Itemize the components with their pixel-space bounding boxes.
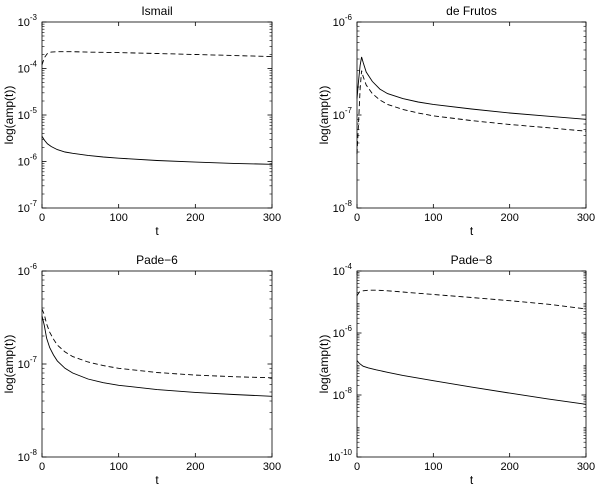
x-tick-label: 0 (354, 212, 360, 224)
x-tick-label: 200 (186, 461, 204, 473)
subplot-2: de Frutos 0 100 200 300 10-8 10-7 10-6 t log(amp(… (317, 4, 595, 238)
x-axis-label: t (470, 473, 474, 484)
y-tick-label: 10-8 (333, 386, 353, 402)
y-tick-label: 10-7 (18, 355, 38, 371)
y-tick-label: 10-8 (333, 199, 353, 215)
series-dashed-line (356, 70, 587, 155)
series-solid-line (356, 56, 587, 120)
x-tick-label: 300 (263, 461, 281, 473)
y-tick-label: 10-3 (18, 13, 38, 29)
series-dashed-line (41, 51, 273, 65)
x-tick-label: 100 (424, 461, 442, 473)
y-tick-label: 10-5 (18, 106, 38, 122)
series-solid-line (356, 360, 587, 405)
subplot-1: Ismail 0 100 200 300 10-7 10-6 10-5 10-4 10-3 t log… (2, 4, 281, 238)
x-axis-label: t (155, 224, 159, 238)
x-tick-label: 300 (263, 212, 281, 224)
y-tick-label: 10-6 (333, 324, 353, 340)
y-axis-label: log(amp(t)) (2, 335, 16, 394)
y-tick-label: 10-8 (18, 448, 38, 464)
series-dashed-line (356, 289, 587, 310)
y-tick-label: 10-7 (333, 106, 353, 122)
plot-frame (356, 21, 587, 209)
y-axis-label: log(amp(t)) (317, 335, 331, 394)
series-dashed-line (41, 308, 273, 379)
subplot-4: Pade−8 0 100 200 300 10-10 10-8 10-6 10-4 t log(am… (317, 253, 595, 484)
plot-title: Pade−8 (451, 253, 493, 267)
x-tick-label: 200 (500, 212, 518, 224)
x-tick-label: 300 (577, 212, 595, 224)
x-tick-label: 100 (109, 212, 127, 224)
y-tick-label: 10-6 (333, 13, 353, 29)
x-tick-label: 0 (354, 461, 360, 473)
subplot-3: Pade−6 0 100 200 300 10-8 10-7 10-6 t log(amp(t)) (2, 253, 281, 484)
x-axis-label: t (470, 224, 474, 238)
plot-frame (356, 270, 587, 458)
plot-title: Pade−6 (136, 253, 178, 267)
x-tick-label: 200 (500, 461, 518, 473)
x-tick-label: 100 (424, 212, 442, 224)
y-tick-label: 10-10 (328, 448, 352, 464)
y-tick-label: 10-6 (18, 153, 38, 169)
plot-title: de Frutos (446, 4, 497, 18)
x-tick-label: 300 (577, 461, 595, 473)
x-tick-label: 0 (39, 212, 45, 224)
x-tick-label: 100 (109, 461, 127, 473)
plot-title: Ismail (141, 4, 172, 18)
y-tick-label: 10-4 (333, 262, 353, 278)
y-tick-label: 10-7 (18, 199, 38, 215)
y-tick-label: 10-4 (18, 60, 38, 76)
y-axis-label: log(amp(t)) (317, 86, 331, 145)
x-tick-label: 200 (186, 212, 204, 224)
series-solid-line (41, 135, 273, 165)
y-tick-label: 10-6 (18, 262, 38, 278)
series-solid-line (41, 315, 273, 397)
x-axis-label: t (155, 473, 159, 484)
y-axis-label: log(amp(t)) (2, 86, 16, 145)
plot-frame (41, 270, 273, 458)
x-tick-label: 0 (39, 461, 45, 473)
plot-frame (41, 21, 273, 209)
